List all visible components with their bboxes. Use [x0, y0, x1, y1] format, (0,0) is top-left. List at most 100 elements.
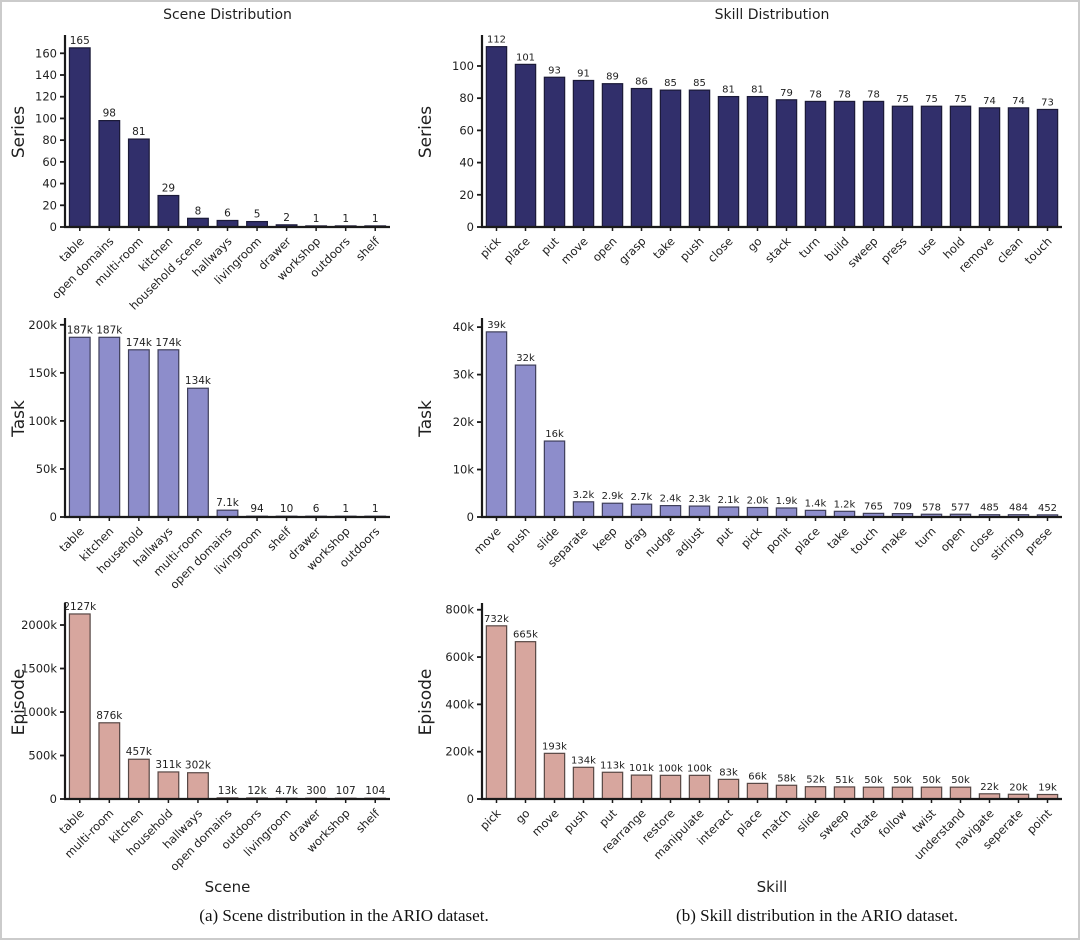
y-axis-label: Task — [416, 400, 436, 438]
bar-value-label: 75 — [925, 94, 938, 105]
x-axis-label: Scene — [205, 878, 251, 896]
bar-value-label: 89 — [606, 72, 619, 83]
x-tick-label: use — [914, 234, 938, 258]
x-tick-label: pick — [738, 524, 765, 551]
y-tick-label: 100 — [35, 111, 57, 125]
bar-value-label: 78 — [867, 89, 880, 100]
bar — [543, 752, 566, 800]
bar-value-label: 732k — [484, 614, 509, 625]
bar — [717, 778, 740, 800]
y-tick-label: 60 — [459, 123, 474, 137]
x-tick-label: touch — [848, 524, 881, 557]
bar — [485, 46, 508, 228]
bar-value-label: 457k — [126, 746, 153, 758]
x-tick-label: prese — [1022, 524, 1054, 556]
bar-value-label: 100k — [658, 763, 683, 774]
bar-value-label: 50k — [864, 775, 883, 786]
bar-value-label: 100k — [687, 763, 712, 774]
x-tick-label: touch — [1022, 234, 1055, 267]
bar-value-label: 578 — [922, 502, 941, 513]
bar-value-label: 104 — [365, 785, 385, 797]
bar-value-label: 484 — [1009, 503, 1028, 514]
bar — [157, 194, 180, 228]
bar-value-label: 51k — [835, 775, 854, 786]
y-tick-label: 0 — [50, 792, 57, 806]
bar-value-label: 1.2k — [834, 499, 856, 510]
bar — [601, 502, 624, 518]
bar — [833, 100, 856, 228]
bar-chart-canvas: 0 200k 400k 600k 800k 732k pick 665k go 193k move 1… — [416, 603, 1062, 896]
bar — [98, 119, 121, 228]
bar — [572, 79, 595, 228]
bar-value-label: 665k — [513, 630, 538, 641]
x-tick-label: sweep — [816, 806, 852, 842]
bar — [775, 784, 798, 800]
bar-value-label: 101 — [516, 52, 535, 63]
caption-scene: (a) Scene distribution in the ARIO datas… — [199, 906, 489, 925]
x-tick-label: put — [712, 524, 736, 548]
x-tick-label: place — [791, 524, 823, 556]
y-tick-label: 100k — [28, 414, 57, 428]
y-tick-label: 200k — [445, 745, 474, 759]
x-tick-label: turn — [796, 234, 823, 261]
bar — [572, 766, 595, 800]
y-axis-label: Episode — [416, 669, 436, 736]
x-tick-label: follow — [876, 806, 910, 840]
chart-scene-series: Scene Distribution 0 20 40 60 80 100 120 140 160 1… — [4, 4, 417, 313]
x-tick-label: move — [558, 234, 591, 267]
bar-value-label: 134k — [571, 755, 596, 766]
x-tick-label: place — [501, 234, 533, 266]
bar-value-label: 302k — [185, 760, 212, 772]
bar — [68, 47, 91, 228]
y-tick-label: 100 — [452, 59, 474, 73]
bar-value-label: 20k — [1009, 782, 1028, 793]
x-tick-label: match — [758, 806, 794, 842]
bar-value-label: 75 — [896, 94, 909, 105]
bar-chart-canvas: 0500k1000k1500k2000k2127ktable876kmulti-… — [9, 601, 390, 896]
bar-value-label: 2.1k — [718, 495, 740, 506]
bar-value-label: 1 — [372, 503, 379, 515]
bar — [485, 331, 508, 518]
chart-scene-task: 0 50k 100k 150k 200k 187k table 187k kitchen 174k… — [4, 295, 417, 592]
bar-chart-canvas: Scene Distribution 0 20 40 60 80 100 120 140 160 1… — [9, 7, 390, 313]
y-tick-label: 40 — [459, 156, 474, 170]
bar-value-label: 94 — [250, 503, 264, 515]
y-tick-label: 500k — [28, 749, 57, 763]
bar-value-label: 2.0k — [747, 496, 769, 507]
y-axis-label: Series — [416, 106, 436, 158]
bar-value-label: 3.2k — [573, 490, 595, 501]
bar-value-label: 485 — [980, 503, 999, 514]
bar — [746, 506, 769, 518]
y-tick-label: 160 — [35, 46, 57, 60]
y-tick-label: 40k — [453, 320, 475, 334]
bar-value-label: 1 — [342, 213, 349, 225]
bar-value-label: 85 — [693, 78, 706, 89]
bar-value-label: 12k — [247, 785, 267, 797]
bar-value-label: 165 — [70, 35, 90, 47]
x-tick-label: shelf — [353, 234, 383, 264]
bar-value-label: 6 — [313, 503, 320, 515]
bar — [804, 100, 827, 228]
bar-value-label: 1.4k — [805, 498, 827, 509]
bar-value-label: 2 — [283, 212, 290, 224]
x-tick-label: ponit — [763, 524, 794, 555]
bar — [688, 774, 711, 800]
bar-value-label: 86 — [635, 77, 648, 88]
bar-value-label: 300 — [306, 785, 326, 797]
bar-value-label: 50k — [951, 775, 970, 786]
bar — [543, 76, 566, 228]
bar — [688, 505, 711, 518]
x-tick-label: put — [596, 806, 620, 830]
bar-value-label: 311k — [155, 759, 182, 771]
bar-value-label: 83k — [719, 767, 738, 778]
y-axis-label: Series — [9, 106, 29, 158]
y-tick-label: 2000k — [21, 618, 57, 632]
bar-value-label: 6 — [224, 207, 231, 219]
x-tick-label: clean — [994, 234, 1026, 266]
y-tick-label: 1000k — [21, 705, 57, 719]
bar — [717, 506, 740, 518]
bar — [1007, 107, 1030, 228]
bar-value-label: 93 — [548, 65, 561, 76]
